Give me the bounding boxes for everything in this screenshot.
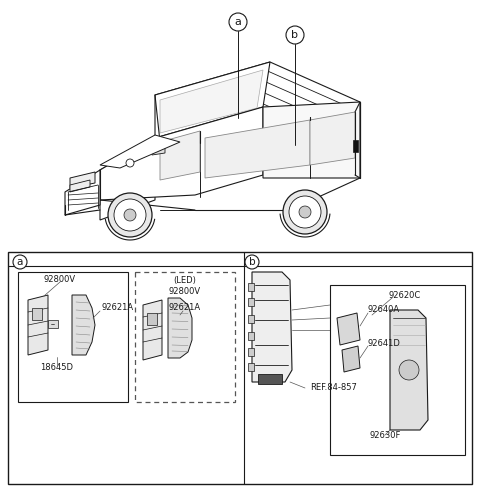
Text: 92621A: 92621A <box>102 304 134 312</box>
Bar <box>248 363 254 371</box>
Bar <box>8 252 472 484</box>
Polygon shape <box>310 112 355 165</box>
Polygon shape <box>28 295 48 355</box>
Polygon shape <box>72 295 95 355</box>
Polygon shape <box>152 143 165 155</box>
Bar <box>248 348 254 356</box>
Circle shape <box>299 206 311 218</box>
Polygon shape <box>160 70 263 133</box>
Circle shape <box>289 196 321 228</box>
Text: 92800V: 92800V <box>169 286 201 296</box>
Text: 92800V: 92800V <box>44 274 76 284</box>
Bar <box>258 374 282 384</box>
Text: 92640A: 92640A <box>368 305 400 314</box>
Circle shape <box>283 190 327 234</box>
Polygon shape <box>70 180 90 192</box>
Polygon shape <box>342 346 360 372</box>
Text: 18645D: 18645D <box>40 364 73 372</box>
Bar <box>18 272 128 402</box>
Bar <box>48 320 58 328</box>
Polygon shape <box>252 272 292 382</box>
Circle shape <box>126 159 134 167</box>
Polygon shape <box>263 102 360 178</box>
Text: a: a <box>235 17 241 27</box>
Bar <box>135 272 235 402</box>
Bar <box>32 308 42 320</box>
Polygon shape <box>100 135 180 168</box>
Bar <box>147 313 157 325</box>
Polygon shape <box>238 118 241 124</box>
Text: b: b <box>249 257 255 267</box>
Polygon shape <box>155 62 360 135</box>
Circle shape <box>399 360 419 380</box>
Text: a: a <box>17 257 23 267</box>
Polygon shape <box>65 170 100 215</box>
Polygon shape <box>168 298 192 358</box>
Text: b: b <box>291 30 299 40</box>
Circle shape <box>229 13 247 31</box>
Polygon shape <box>143 300 162 360</box>
Circle shape <box>114 199 146 231</box>
Circle shape <box>124 209 136 221</box>
Bar <box>353 140 358 152</box>
Text: REF.84-857: REF.84-857 <box>310 384 357 392</box>
Polygon shape <box>337 313 360 345</box>
Bar <box>248 298 254 306</box>
Bar <box>248 315 254 323</box>
Polygon shape <box>155 62 270 138</box>
Bar <box>248 283 254 291</box>
Circle shape <box>245 255 259 269</box>
Circle shape <box>286 26 304 44</box>
Polygon shape <box>100 138 155 220</box>
Text: 92630F: 92630F <box>370 430 401 440</box>
Polygon shape <box>160 131 200 180</box>
Polygon shape <box>390 310 428 430</box>
Text: 92621A: 92621A <box>169 304 201 312</box>
Circle shape <box>13 255 27 269</box>
Text: 92620C: 92620C <box>389 290 421 300</box>
Polygon shape <box>70 172 95 188</box>
Text: (LED): (LED) <box>174 277 196 285</box>
Circle shape <box>108 193 152 237</box>
Bar <box>330 285 465 455</box>
Polygon shape <box>100 107 263 200</box>
Text: 92641D: 92641D <box>368 339 401 347</box>
Bar <box>248 332 254 340</box>
Polygon shape <box>205 120 310 178</box>
